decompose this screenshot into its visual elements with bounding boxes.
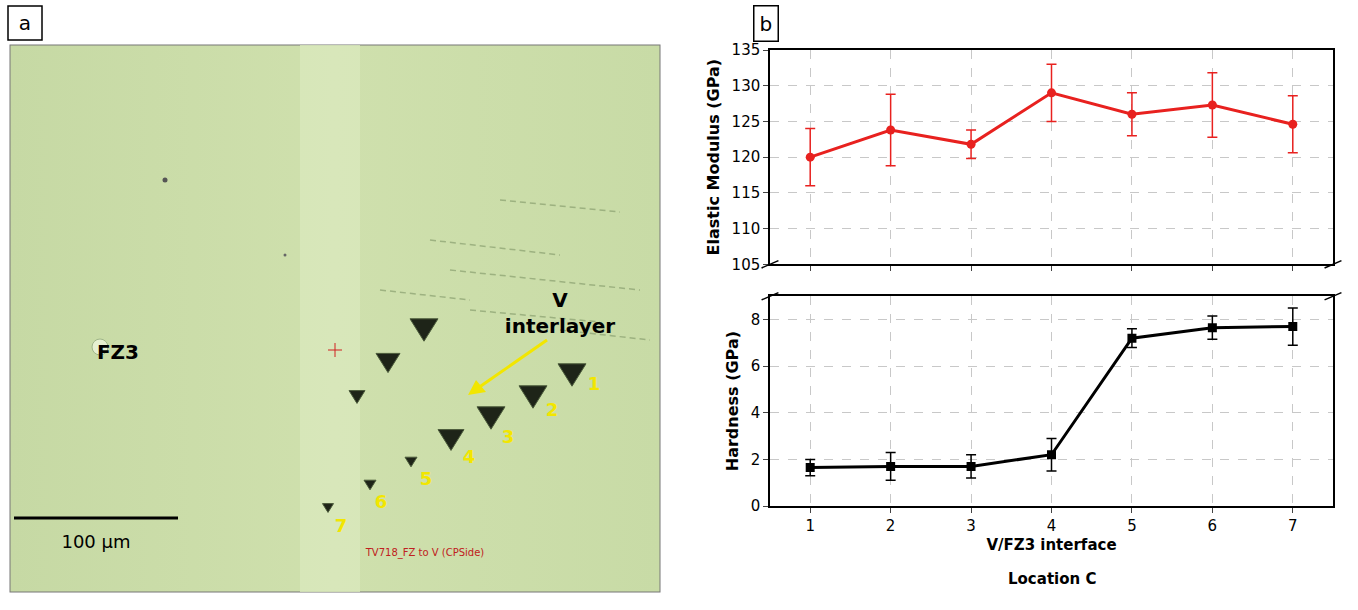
svg-text:Location C: Location C — [1008, 570, 1096, 588]
svg-text:7: 7 — [1288, 517, 1298, 535]
svg-text:4: 4 — [1047, 517, 1057, 535]
svg-text:TV718_FZ to V (CPSide): TV718_FZ to V (CPSide) — [365, 547, 485, 559]
svg-text:135: 135 — [732, 41, 761, 59]
svg-text:8: 8 — [751, 311, 761, 329]
svg-text:120: 120 — [732, 148, 761, 166]
svg-text:6: 6 — [751, 357, 761, 375]
svg-text:7: 7 — [335, 515, 348, 536]
svg-text:6: 6 — [375, 491, 388, 512]
svg-text:130: 130 — [732, 77, 761, 95]
svg-text:125: 125 — [732, 113, 761, 131]
svg-text:b: b — [760, 12, 773, 36]
svg-text:Vinterlayer: Vinterlayer — [505, 288, 615, 338]
svg-text:4: 4 — [463, 446, 476, 467]
svg-text:3: 3 — [966, 517, 976, 535]
svg-text:2: 2 — [751, 451, 761, 469]
svg-text:0: 0 — [751, 497, 761, 515]
svg-text:Hardness (GPa): Hardness (GPa) — [723, 331, 742, 471]
svg-text:5: 5 — [420, 468, 433, 489]
svg-text:6: 6 — [1208, 517, 1218, 535]
svg-text:105: 105 — [732, 256, 761, 274]
svg-text:2: 2 — [886, 517, 896, 535]
svg-text:1: 1 — [588, 373, 601, 394]
svg-text:3: 3 — [502, 426, 515, 447]
svg-text:V/FZ3 interface: V/FZ3 interface — [986, 536, 1116, 554]
svg-text:5: 5 — [1127, 517, 1137, 535]
svg-text:a: a — [19, 11, 31, 35]
svg-text:1: 1 — [805, 517, 815, 535]
svg-text:100 µm: 100 µm — [61, 531, 130, 552]
svg-text:FZ3: FZ3 — [97, 340, 139, 364]
svg-text:115: 115 — [732, 184, 761, 202]
svg-text:Elastic Modulus (GPa): Elastic Modulus (GPa) — [704, 59, 723, 256]
svg-text:2: 2 — [546, 399, 559, 420]
svg-text:110: 110 — [732, 220, 761, 238]
svg-text:4: 4 — [751, 404, 761, 422]
